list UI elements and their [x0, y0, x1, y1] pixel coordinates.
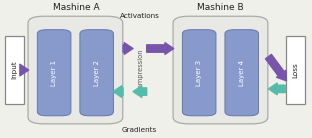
Text: Activations: Activations	[119, 13, 159, 19]
FancyBboxPatch shape	[5, 36, 24, 104]
FancyBboxPatch shape	[28, 16, 123, 124]
Text: Mashine A: Mashine A	[52, 2, 99, 12]
FancyBboxPatch shape	[80, 30, 114, 116]
Text: Layer 1: Layer 1	[51, 60, 57, 86]
FancyBboxPatch shape	[183, 30, 216, 116]
Text: Mashine B: Mashine B	[197, 2, 244, 12]
Text: Input: Input	[11, 61, 17, 79]
FancyBboxPatch shape	[286, 36, 305, 104]
FancyBboxPatch shape	[37, 30, 71, 116]
Text: Loss: Loss	[292, 62, 299, 78]
Text: Layer 2: Layer 2	[94, 60, 100, 86]
Text: Layer 4: Layer 4	[239, 60, 245, 86]
Text: Layer 3: Layer 3	[196, 60, 202, 86]
Text: Gradients: Gradients	[122, 127, 157, 133]
FancyBboxPatch shape	[173, 16, 268, 124]
Text: Compression: Compression	[138, 48, 144, 92]
FancyBboxPatch shape	[225, 30, 259, 116]
